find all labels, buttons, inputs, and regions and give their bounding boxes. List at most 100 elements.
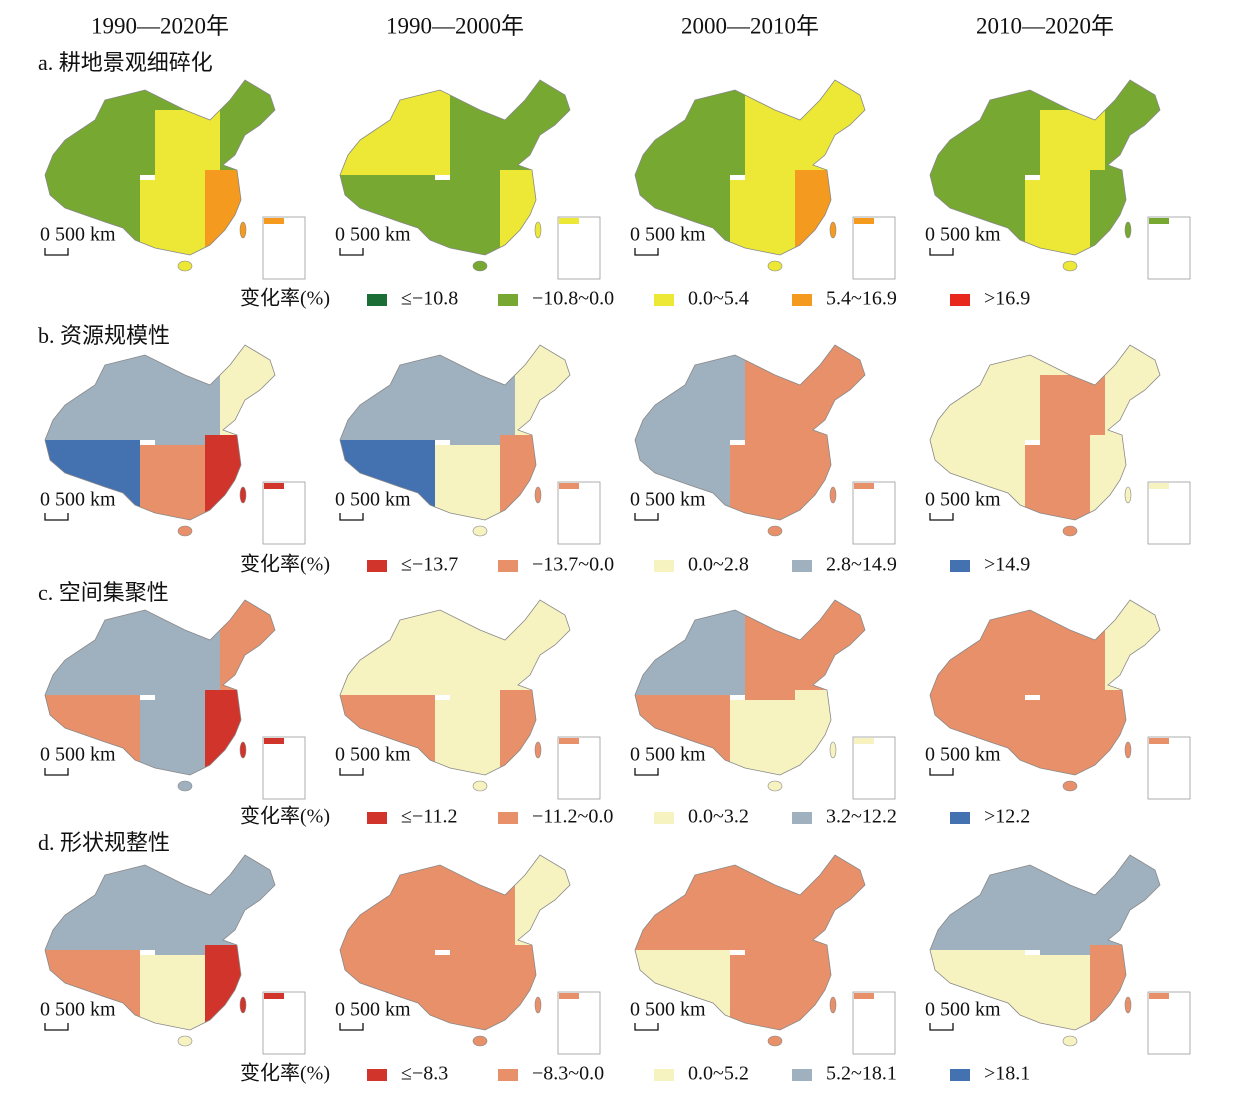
region — [1040, 345, 1105, 375]
region — [45, 600, 155, 695]
scale-label: 0 500 km — [925, 744, 1001, 766]
inset-box — [262, 991, 306, 1055]
region — [140, 955, 205, 1030]
region — [730, 955, 795, 1030]
taiwan — [534, 996, 542, 1014]
map-regions — [635, 80, 865, 255]
legend-swatch — [367, 560, 387, 572]
region — [745, 885, 810, 955]
scale-bar — [634, 1023, 659, 1031]
inset-box — [262, 216, 306, 280]
taiwan — [1124, 996, 1132, 1014]
hainan — [1062, 260, 1078, 272]
map-outline — [929, 79, 1161, 256]
hainan — [767, 1035, 783, 1047]
scale-bar — [44, 1023, 69, 1031]
legend-swatch — [654, 1069, 674, 1081]
map-outline — [634, 344, 866, 521]
legend-swatch — [498, 1069, 518, 1081]
legend-label: 0.0~5.4 — [688, 288, 749, 310]
map-regions — [340, 855, 570, 1030]
region — [155, 375, 220, 445]
region — [155, 885, 220, 955]
map-panel: 0 500 km — [335, 79, 601, 280]
region — [1105, 80, 1160, 170]
inset-land — [854, 738, 874, 744]
scale-label: 0 500 km — [40, 224, 116, 246]
legend-title: 变化率(%) — [240, 553, 330, 576]
inset-box — [852, 216, 896, 280]
taiwan — [829, 486, 837, 504]
region — [340, 855, 450, 950]
inset-box — [557, 216, 601, 280]
region — [1040, 630, 1105, 700]
legend-label: 3.2~12.2 — [826, 806, 897, 828]
region — [745, 80, 810, 110]
taiwan — [239, 221, 247, 239]
taiwan — [1124, 486, 1132, 504]
taiwan — [534, 741, 542, 759]
legend-swatch — [367, 812, 387, 824]
taiwan — [534, 486, 542, 504]
legend-swatch — [950, 560, 970, 572]
inset-box — [1147, 481, 1191, 545]
map-regions — [340, 80, 570, 255]
hainan — [177, 260, 193, 272]
map-outline — [44, 854, 276, 1031]
hainan — [767, 780, 783, 792]
legend-label: ≤−13.7 — [401, 554, 458, 576]
legend-label: −8.3~0.0 — [532, 1063, 604, 1085]
inset-box — [852, 736, 896, 800]
region — [1040, 80, 1105, 110]
taiwan — [829, 996, 837, 1014]
legend-label: >18.1 — [984, 1063, 1030, 1085]
map-panel: 0 500 km — [925, 344, 1191, 545]
region — [745, 600, 810, 630]
map-regions — [45, 345, 275, 520]
region — [515, 345, 570, 435]
map-regions — [930, 600, 1160, 775]
row-title: a. 耕地景观细碎化 — [38, 50, 213, 75]
legend-title: 变化率(%) — [240, 805, 330, 828]
inset-land — [264, 483, 284, 489]
legend-label: −11.2~0.0 — [532, 806, 613, 828]
legend-label: −13.7~0.0 — [532, 554, 614, 576]
region — [1040, 110, 1105, 180]
scale-bar — [929, 248, 954, 256]
legend-label: >12.2 — [984, 806, 1030, 828]
scale-label: 0 500 km — [335, 224, 411, 246]
legend-swatch — [950, 294, 970, 306]
map-outline — [339, 344, 571, 521]
map-regions — [635, 600, 865, 775]
scale-bar — [339, 513, 364, 521]
region — [435, 445, 500, 520]
region — [635, 80, 745, 175]
map-regions — [340, 600, 570, 775]
column-header: 2000—2010年 — [681, 13, 819, 38]
map-panel: 0 500 km — [630, 79, 896, 280]
legend-label: 0.0~5.2 — [688, 1063, 749, 1085]
region — [450, 600, 515, 630]
scale-label: 0 500 km — [40, 744, 116, 766]
map-outline — [634, 79, 866, 256]
hainan — [472, 1035, 488, 1047]
legend-swatch — [792, 1069, 812, 1081]
region — [745, 855, 810, 885]
inset-box — [557, 736, 601, 800]
region — [930, 345, 1040, 440]
region — [450, 855, 515, 885]
region — [155, 630, 220, 700]
map-panel: 0 500 km — [630, 854, 896, 1055]
taiwan — [239, 486, 247, 504]
region — [45, 80, 155, 175]
taiwan — [1124, 221, 1132, 239]
map-outline — [339, 79, 571, 256]
region — [450, 80, 515, 110]
region — [745, 375, 810, 445]
inset-land — [559, 483, 579, 489]
scale-label: 0 500 km — [335, 999, 411, 1021]
column-header: 1990—2000年 — [386, 13, 524, 38]
legend-swatch — [950, 812, 970, 824]
region — [1040, 885, 1105, 955]
inset-box — [557, 991, 601, 1055]
